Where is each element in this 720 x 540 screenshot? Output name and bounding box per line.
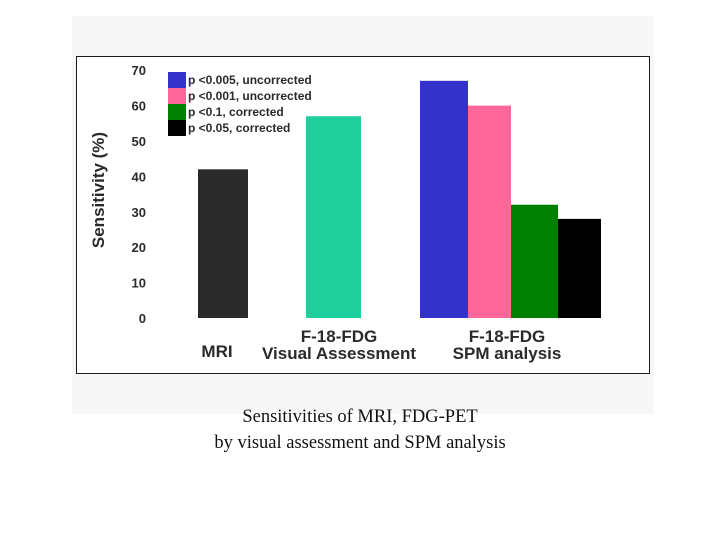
legend-label: p <0.05, corrected [188, 121, 290, 135]
legend-label: p <0.001, uncorrected [188, 89, 312, 103]
legend-swatch [168, 72, 186, 88]
legend-label: p <0.1, corrected [188, 105, 284, 119]
y-tick-label: 20 [132, 240, 146, 255]
bar [468, 105, 511, 318]
bar [511, 204, 558, 318]
figure-caption: Sensitivities of MRI, FDG-PET by visual … [0, 404, 720, 456]
legend-label: p <0.005, uncorrected [188, 73, 312, 87]
bar [198, 169, 248, 318]
bar [306, 116, 361, 318]
y-tick-label: 30 [132, 205, 146, 220]
y-tick-label: 40 [132, 169, 146, 184]
caption-line-1: Sensitivities of MRI, FDG-PET [242, 407, 478, 427]
legend-swatch [168, 88, 186, 104]
y-tick-label: 50 [132, 134, 146, 149]
y-axis-label: Sensitivity (%) [89, 132, 108, 248]
y-tick-label: 70 [132, 63, 146, 78]
legend-swatch [168, 120, 186, 136]
y-tick-label: 0 [139, 311, 146, 326]
y-tick-label: 10 [132, 276, 146, 291]
x-category-label: SPM analysis [453, 344, 562, 363]
x-category-label: F-18-FDG [469, 327, 546, 346]
caption-line-2: by visual assessment and SPM analysis [214, 433, 506, 453]
x-category-label: MRI [201, 342, 232, 361]
x-category-label: Visual Assessment [262, 344, 416, 363]
legend-swatch [168, 104, 186, 120]
x-category-label: F-18-FDG [301, 327, 378, 346]
y-tick-label: 60 [132, 99, 146, 114]
bar [420, 80, 468, 318]
bar [558, 218, 601, 318]
